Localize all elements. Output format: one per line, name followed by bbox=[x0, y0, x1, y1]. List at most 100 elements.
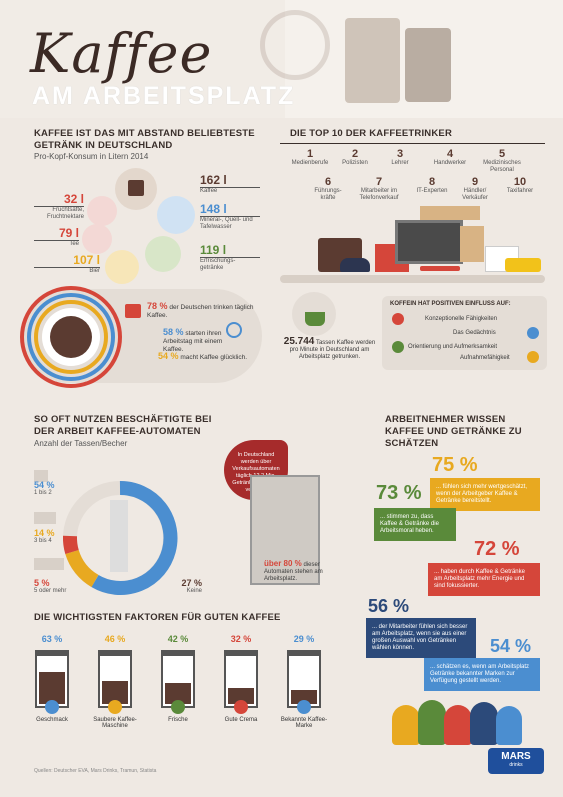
brand-name: MARS bbox=[501, 751, 531, 762]
factor-4: 29 % Bekannte Kaffee-Marke bbox=[274, 634, 334, 729]
cups-fact: 25.744 Tassen Kaffee werden pro Minute i… bbox=[282, 336, 377, 361]
automat-pct-fact: über 80 % dieser Automaten stehen am Arb… bbox=[264, 560, 344, 583]
rank-4: 4 Handwerker bbox=[433, 148, 467, 166]
person-icon-3 bbox=[444, 705, 472, 745]
rank-10: 10 Taxifahrer bbox=[506, 176, 534, 194]
cups-value: 25.744 bbox=[283, 336, 315, 347]
green-cup-icon bbox=[305, 312, 325, 326]
french-press-icon bbox=[35, 650, 69, 708]
factor-badge-icon bbox=[234, 700, 248, 714]
fact-daily-pct: 78 % bbox=[147, 301, 168, 311]
influence-4: Aufnahmefähigkeit bbox=[460, 355, 510, 361]
mars-drinks-logo: MARS drinks bbox=[488, 748, 544, 774]
factor-label: Frische bbox=[168, 717, 188, 723]
caffeine-title: KOFFEIN HAT POSITIVEN EINFLUSS AUF: bbox=[390, 301, 511, 307]
item-water: 148 l Mineral-, Quell- und Tafelwasser bbox=[200, 202, 260, 231]
coffee-cup-icon bbox=[128, 180, 144, 196]
automat-pct: über 80 % bbox=[264, 559, 302, 568]
ring-blue bbox=[27, 293, 115, 381]
fact-happy: 54 % macht Kaffee glücklich. bbox=[158, 352, 268, 362]
section4-heading: ARBEITNEHMER WISSEN KAFFEE UND GETRÄNKE … bbox=[385, 414, 522, 449]
bubble-54-text: ... schätzen es, wenn am Arbeitsplatz Ge… bbox=[424, 658, 540, 691]
person-icon-1 bbox=[392, 705, 420, 745]
factor-badge-icon bbox=[297, 700, 311, 714]
item-coffee-value: 162 l bbox=[200, 173, 227, 187]
factor-1: 46 % Saubere Kaffee-Maschine bbox=[85, 634, 145, 729]
legend-5-more-pct: 5 % bbox=[34, 578, 50, 588]
donut-segment-1-2 bbox=[91, 480, 178, 595]
rank-1: 1 Medienberufe bbox=[291, 148, 329, 166]
donut-segment-3-4 bbox=[65, 549, 99, 588]
factor-badge-icon bbox=[108, 700, 122, 714]
legend-1-2-label: 1 bis 2 bbox=[34, 490, 52, 496]
bubble-54-pct: 54 % bbox=[490, 636, 532, 656]
cup-3-icon bbox=[34, 512, 56, 524]
lightbulb-icon bbox=[527, 351, 539, 363]
legend-none: 27 % Keine bbox=[172, 578, 202, 595]
factor-label: Saubere Kaffee-Maschine bbox=[93, 717, 137, 729]
cup-5-icon bbox=[34, 558, 64, 570]
legend-1-2-pct: 54 % bbox=[34, 480, 55, 490]
factor-2: 42 % Frische bbox=[148, 634, 208, 723]
ring-red bbox=[20, 286, 122, 388]
soda-drink-icon bbox=[145, 236, 181, 272]
coffee-machine-icon bbox=[110, 500, 128, 572]
influence-3: Orientierung und Aufmerksamkeit bbox=[408, 344, 498, 350]
french-press-icon bbox=[224, 650, 258, 708]
item-beer-value: 107 l bbox=[73, 253, 100, 267]
rank-2: 2 Polizisten bbox=[342, 148, 368, 166]
section2-heading: DIE TOP 10 DER KAFFEETRINKER bbox=[290, 128, 453, 139]
factor-pct: 29 % bbox=[293, 634, 315, 644]
factor-pct: 46 % bbox=[104, 634, 126, 644]
wrench-icon bbox=[420, 266, 460, 271]
factor-pct: 32 % bbox=[230, 634, 252, 644]
section1-heading: KAFFEE IST DAS MIT ABSTAND BELIEBTESTE G… bbox=[34, 128, 255, 151]
item-tea-value: 79 l bbox=[58, 226, 79, 240]
bubble-75-pct: 75 % bbox=[432, 454, 478, 476]
paper-cup-icon-2 bbox=[405, 28, 451, 102]
bubble-72-pct: 72 % bbox=[474, 538, 520, 560]
cardboard-box-icon bbox=[420, 206, 480, 220]
beer-drink-icon bbox=[105, 250, 139, 284]
vending-machine-icon bbox=[250, 475, 320, 585]
legend-none-label: Keine bbox=[186, 588, 202, 594]
french-press-fill bbox=[39, 672, 65, 704]
coffee-stain-icon bbox=[260, 10, 330, 80]
bubble-73-pct: 73 % bbox=[376, 482, 422, 504]
bubble-56-pct: 56 % bbox=[368, 596, 410, 616]
item-juice-label: Fruchtsäfte, Fruchtnektare bbox=[46, 207, 84, 220]
item-beer: 107 l Bier bbox=[34, 253, 100, 275]
french-press-fill bbox=[165, 683, 191, 704]
influence-2: Das Gedächtnis bbox=[453, 330, 496, 336]
brand-sub: drinks bbox=[509, 762, 523, 768]
legend-3-4-pct: 14 % bbox=[34, 528, 55, 538]
section1-subheading: Pro-Kopf-Konsum in Litern 2014 bbox=[34, 152, 149, 161]
french-press-fill bbox=[102, 681, 128, 704]
factor-label: Bekannte Kaffee-Marke bbox=[280, 717, 328, 729]
factor-badge-icon bbox=[45, 700, 59, 714]
shelf bbox=[280, 275, 545, 283]
fact-happy-text: macht Kaffee glücklich. bbox=[180, 354, 248, 361]
item-beer-label: Bier bbox=[89, 268, 100, 274]
brain-icon bbox=[527, 327, 539, 339]
item-coffee: 162 l Kaffee bbox=[200, 173, 260, 195]
item-soda-label: Erfrischungs- getränke bbox=[200, 258, 236, 271]
shopping-bag-icon bbox=[460, 226, 484, 262]
legend-5-more: 5 % 5 oder mehr bbox=[34, 578, 94, 595]
item-water-value: 148 l bbox=[200, 202, 227, 216]
factor-pct: 63 % bbox=[41, 634, 63, 644]
person-icon-4 bbox=[470, 702, 498, 745]
rank-6: 6 Führungs- kräfte bbox=[314, 176, 342, 201]
fact-daily: 78 % der Deutschen trinken täglich Kaffe… bbox=[147, 302, 267, 320]
factor-badge-icon bbox=[171, 700, 185, 714]
person-icon-5 bbox=[496, 706, 522, 745]
legend-none-pct: 27 % bbox=[181, 578, 202, 588]
donut-segment-5-more bbox=[62, 535, 79, 554]
cup-1-icon bbox=[34, 470, 48, 482]
ring-yellow bbox=[34, 300, 108, 374]
juice-drink-icon bbox=[87, 196, 117, 226]
caffeine-panel bbox=[382, 296, 547, 370]
fact-start-pct: 58 % bbox=[163, 327, 184, 337]
alarm-clock-icon bbox=[226, 322, 242, 338]
factor-3: 32 % Gute Crema bbox=[211, 634, 271, 723]
